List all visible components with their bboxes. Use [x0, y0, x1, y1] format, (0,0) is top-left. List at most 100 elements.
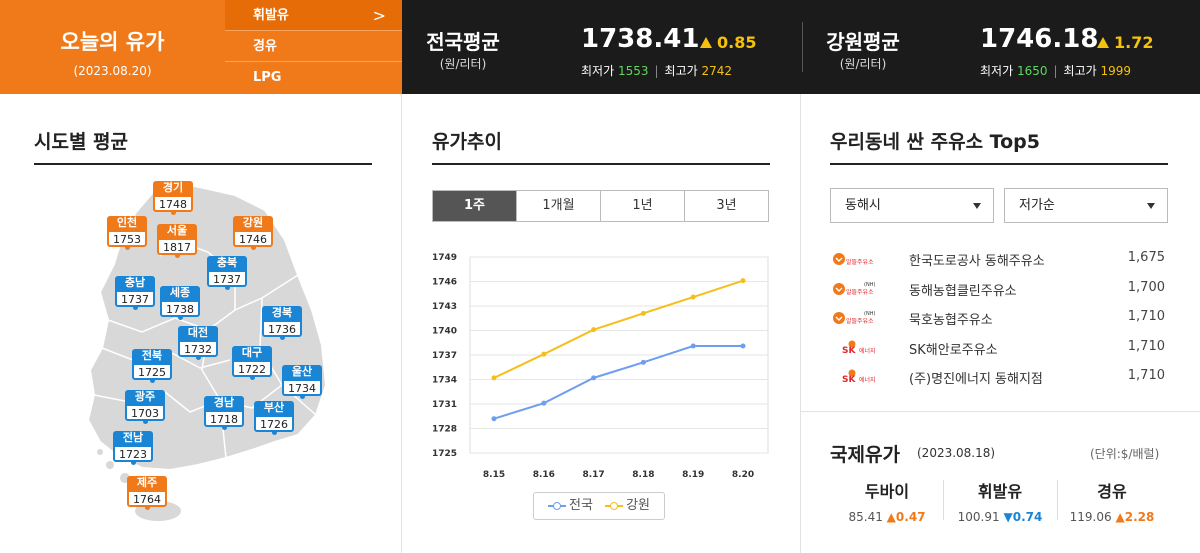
region-marker[interactable]: 대전 1732 — [178, 326, 218, 360]
region-marker[interactable]: 세종 1738 — [160, 286, 200, 320]
legend-item-national[interactable]: 전국 — [548, 493, 593, 519]
station-name[interactable]: (주)명진에너지 동해지점 — [909, 372, 1043, 387]
station-price: 1,675 — [1127, 250, 1165, 265]
region-marker[interactable]: 충북 1737 — [207, 256, 247, 290]
intl-item-diesel: 경유 119.06 ▲2.28 — [1057, 478, 1167, 524]
station-row[interactable]: SK 에너지 SK해안로주유소 1,710 — [832, 333, 1168, 362]
max-price: 2742 — [701, 64, 733, 78]
region-price: 1817 — [157, 238, 197, 255]
tab-1year[interactable]: 1년 — [601, 191, 685, 221]
region-marker[interactable]: 경남 1718 — [204, 396, 244, 430]
fuel-item-lpg[interactable]: LPG — [225, 62, 402, 93]
data-point — [541, 351, 547, 357]
region-name: 충북 — [207, 256, 247, 270]
station-row[interactable]: SK 에너지 (주)명진에너지 동해지점 1,710 — [832, 362, 1168, 391]
region-marker[interactable]: 전남 1723 — [113, 431, 153, 465]
x-tick-label: 8.16 — [533, 470, 555, 480]
sort-select-value: 저가순 — [1019, 198, 1055, 213]
svg-text:(NH): (NH) — [864, 282, 875, 288]
region-select[interactable]: 동해시 — [830, 188, 994, 223]
panel-divider — [800, 94, 801, 553]
station-name[interactable]: 동해농협클린주유소 — [909, 284, 1017, 299]
region-price: 1738 — [160, 300, 200, 317]
region-name: 부산 — [254, 401, 294, 415]
intl-item-price: 85.41 — [848, 510, 883, 524]
region-marker[interactable]: 인천 1753 — [107, 216, 147, 250]
trend-title: 유가추이 — [432, 131, 502, 153]
marker-dot-icon — [170, 210, 176, 215]
region-marker[interactable]: 부산 1726 — [254, 401, 294, 435]
sk-energy-logo-icon: SK 에너지 — [842, 369, 876, 385]
top-bar: 오늘의 유가 (2023.08.20) 휘발유 > 경유 LPG 전국평균 (원… — [0, 0, 1200, 94]
station-name[interactable]: 묵호농협주유소 — [909, 313, 993, 328]
y-tick-label: 1728 — [432, 425, 457, 435]
region-price: 1737 — [207, 270, 247, 287]
region-name: 인천 — [107, 216, 147, 230]
marker-dot-icon — [250, 245, 256, 250]
region-marker[interactable]: 강원 1746 — [233, 216, 273, 250]
intl-title: 국제유가 — [830, 444, 900, 466]
intl-separator — [943, 480, 944, 520]
blue-line-marker-icon — [548, 501, 566, 511]
region-price: 1764 — [127, 490, 167, 507]
legend-item-gangwon[interactable]: 강원 — [605, 493, 650, 519]
station-row[interactable]: 알뜰주유소 (NH) 묵호농협주유소 1,710 — [832, 303, 1168, 332]
station-name[interactable]: SK해안로주유소 — [909, 343, 998, 358]
min-price: 1650 — [1016, 64, 1048, 78]
region-price: 1723 — [113, 445, 153, 462]
region-price: 1725 — [132, 363, 172, 380]
region-marker[interactable]: 대구 1722 — [232, 346, 272, 380]
region-marker[interactable]: 경기 1748 — [153, 181, 193, 215]
intl-item-price: 119.06 — [1069, 510, 1112, 524]
intl-item-change: ▲2.28 — [1115, 510, 1155, 524]
change-value: 1.72 — [1114, 33, 1154, 52]
trend-title-underline — [432, 163, 770, 165]
station-price: 1,710 — [1127, 368, 1165, 383]
national-average-price: 1738.41 — [581, 24, 700, 54]
regional-title: 시도별 평균 — [34, 131, 129, 153]
intl-item-values: 85.41 ▲0.47 — [832, 510, 942, 524]
station-row[interactable]: 알뜰주유소 (NH) 동해농협클린주유소 1,700 — [832, 274, 1168, 303]
region-price: 1718 — [204, 410, 244, 427]
national-average-unit: (원/리터) — [439, 57, 487, 71]
sort-select[interactable]: 저가순 — [1004, 188, 1168, 223]
region-name: 광주 — [125, 390, 165, 404]
region-select-value: 동해시 — [845, 198, 881, 213]
tab-1month[interactable]: 1개월 — [517, 191, 601, 221]
svg-text:에너지: 에너지 — [859, 376, 876, 384]
region-marker[interactable]: 충남 1737 — [115, 276, 155, 310]
region-marker[interactable]: 제주 1764 — [127, 476, 167, 510]
region-name: 서울 — [157, 224, 197, 238]
min-label: 최저가 — [581, 64, 615, 78]
marker-dot-icon — [299, 394, 305, 399]
region-name: 경북 — [262, 306, 302, 320]
chart-legend: 전국 강원 — [533, 492, 665, 520]
region-marker[interactable]: 광주 1703 — [125, 390, 165, 424]
region-name: 울산 — [282, 365, 322, 379]
region-marker[interactable]: 울산 1734 — [282, 365, 322, 399]
tab-1week[interactable]: 1주 — [433, 191, 517, 221]
fuel-item-gasoline[interactable]: 휘발유 > — [225, 0, 402, 31]
data-point — [690, 343, 696, 349]
page-title: 오늘의 유가 — [60, 30, 165, 54]
change-value: 0.85 — [717, 33, 757, 52]
station-price: 1,700 — [1127, 280, 1165, 295]
top5-title-underline — [830, 163, 1168, 165]
region-marker[interactable]: 경북 1736 — [262, 306, 302, 340]
y-tick-label: 1734 — [432, 376, 457, 386]
station-name[interactable]: 한국도로공사 동해주유소 — [909, 254, 1045, 269]
marker-dot-icon — [149, 378, 155, 383]
region-marker[interactable]: 전북 1725 — [132, 349, 172, 383]
tab-3year[interactable]: 3년 — [685, 191, 768, 221]
region-price: 1722 — [232, 360, 272, 377]
y-tick-label: 1740 — [432, 327, 457, 337]
x-tick-label: 8.19 — [682, 470, 704, 480]
region-name: 대전 — [178, 326, 218, 340]
legend-label: 전국 — [569, 498, 593, 513]
region-marker[interactable]: 서울 1817 — [157, 224, 197, 258]
station-row[interactable]: 알뜰주유소 한국도로공사 동해주유소 1,675 — [832, 244, 1168, 273]
gangwon-average-price: 1746.18 — [980, 24, 1099, 54]
fuel-item-diesel[interactable]: 경유 — [225, 31, 402, 62]
min-label: 최저가 — [980, 64, 1014, 78]
region-price: 1732 — [178, 340, 218, 357]
